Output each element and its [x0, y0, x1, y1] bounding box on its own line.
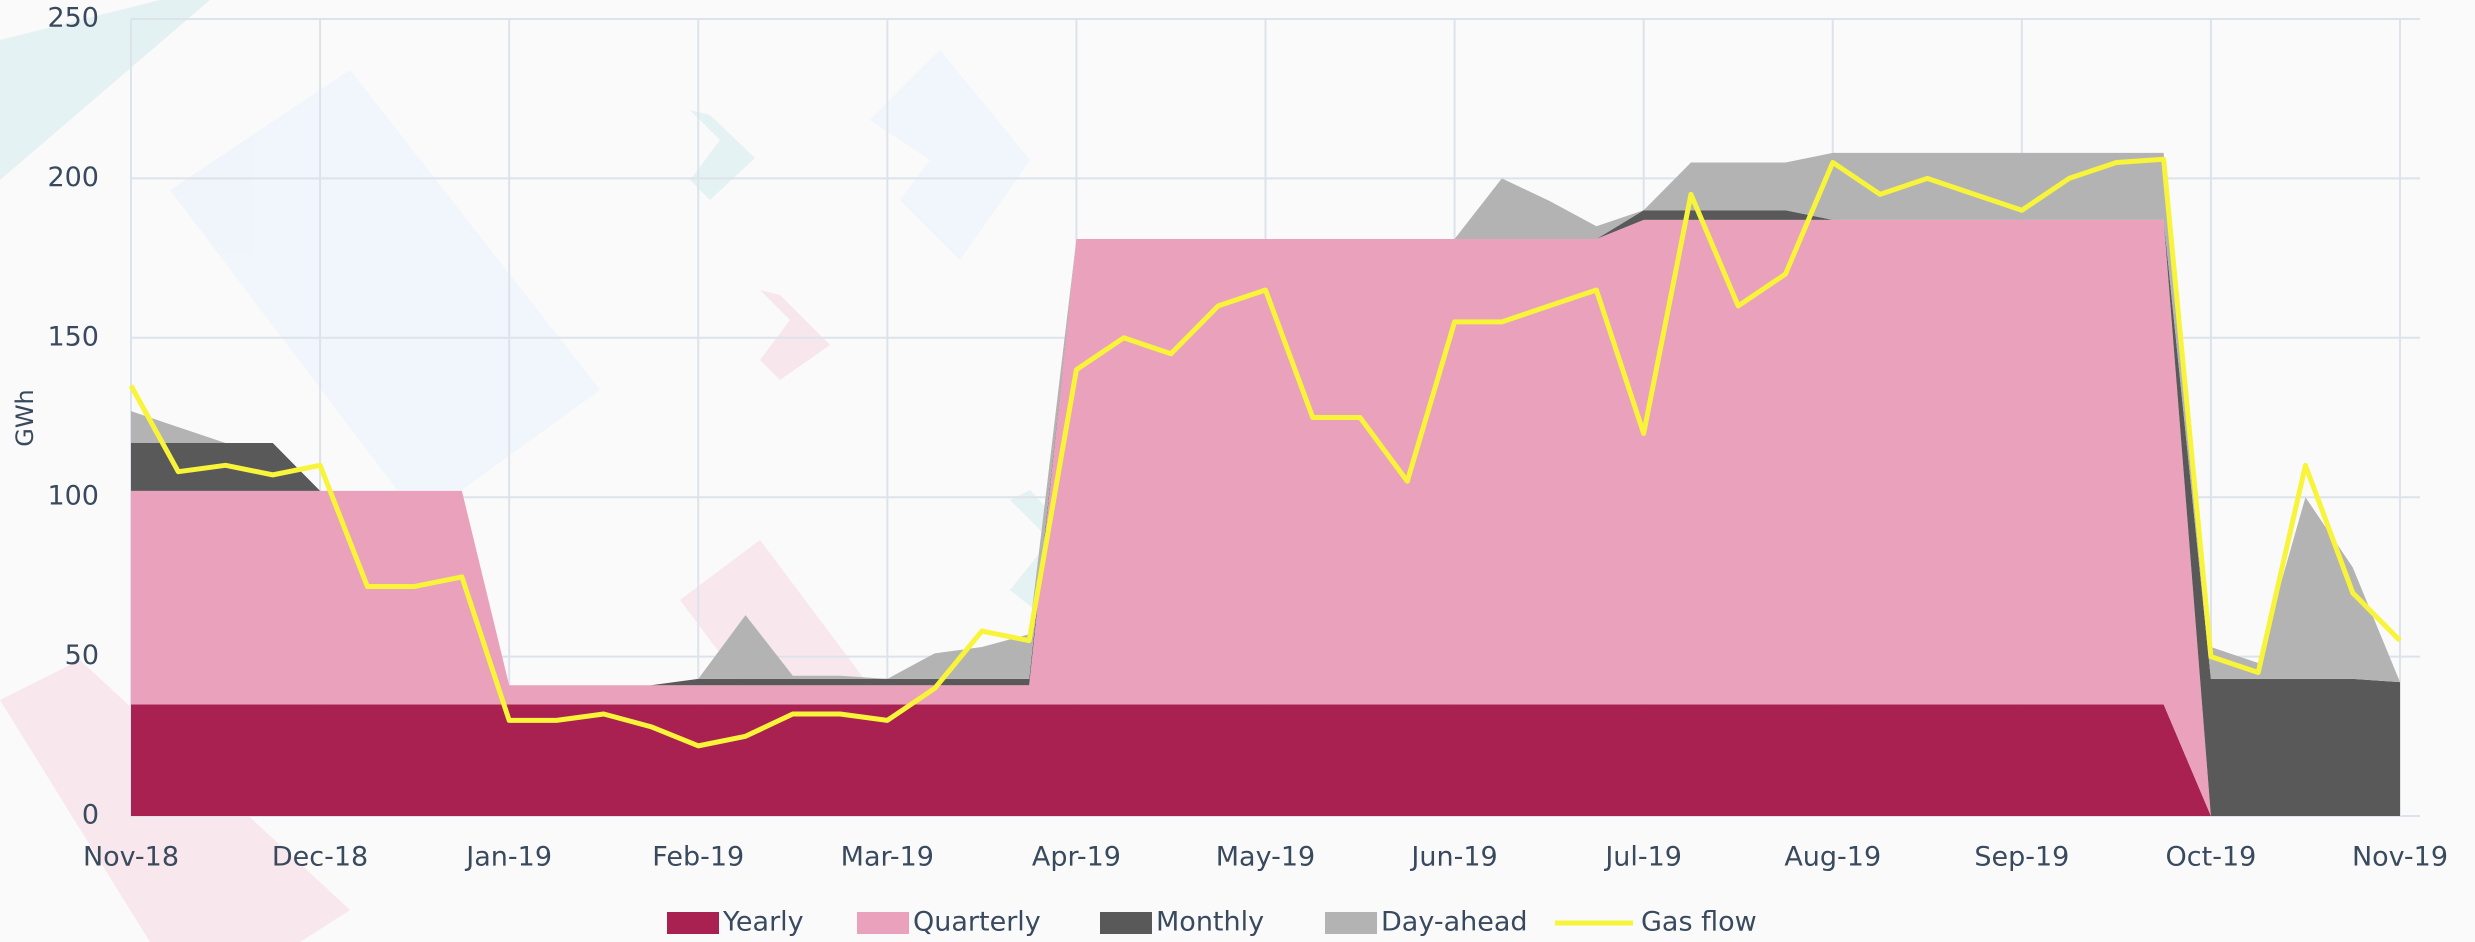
- x-tick-label: Oct-19: [2166, 842, 2257, 873]
- x-tick-label: Aug-19: [1784, 842, 1881, 873]
- legend-label: Quarterly: [913, 907, 1041, 938]
- legend-swatch: [1100, 912, 1152, 934]
- legend-swatch: [1325, 912, 1377, 934]
- x-tick-label: Jun-19: [1409, 842, 1497, 873]
- legend-label: Day-ahead: [1381, 907, 1528, 938]
- x-tick-label: Jan-19: [464, 842, 552, 873]
- x-tick-label: May-19: [1216, 842, 1315, 873]
- y-tick-label: 250: [47, 3, 99, 34]
- page: GWh 0 50 100 150 200 250 Nov-18 Dec-18 Jan-19 Feb…: [0, 0, 2475, 942]
- x-tick-label: Jul-19: [1603, 842, 1682, 873]
- y-tick-label: 0: [82, 800, 99, 831]
- x-tick-label: Apr-19: [1032, 842, 1121, 873]
- y-axis-label: GWh: [11, 389, 39, 447]
- legend-swatch: [857, 912, 909, 934]
- x-tick-label: Mar-19: [841, 842, 934, 873]
- y-tick-label: 50: [65, 640, 99, 671]
- x-tick-label: Feb-19: [652, 842, 744, 873]
- legend-label: Yearly: [722, 907, 804, 938]
- area: [131, 704, 2400, 816]
- legend-swatch: [667, 912, 719, 934]
- legend-label: Gas flow: [1641, 907, 1757, 938]
- x-tick-label: Nov-18: [83, 842, 179, 873]
- x-tick-label: Nov-19: [2352, 842, 2448, 873]
- legend-label: Monthly: [1156, 907, 1264, 938]
- y-tick-label: 150: [47, 321, 99, 352]
- x-tick-label: Sep-19: [1974, 842, 2069, 873]
- y-tick-label: 100: [47, 481, 99, 512]
- y-tick-label: 200: [47, 162, 99, 193]
- chart: GWh 0 50 100 150 200 250 Nov-18 Dec-18 Jan-19 Feb…: [0, 0, 2475, 942]
- x-tick-label: Dec-18: [272, 842, 368, 873]
